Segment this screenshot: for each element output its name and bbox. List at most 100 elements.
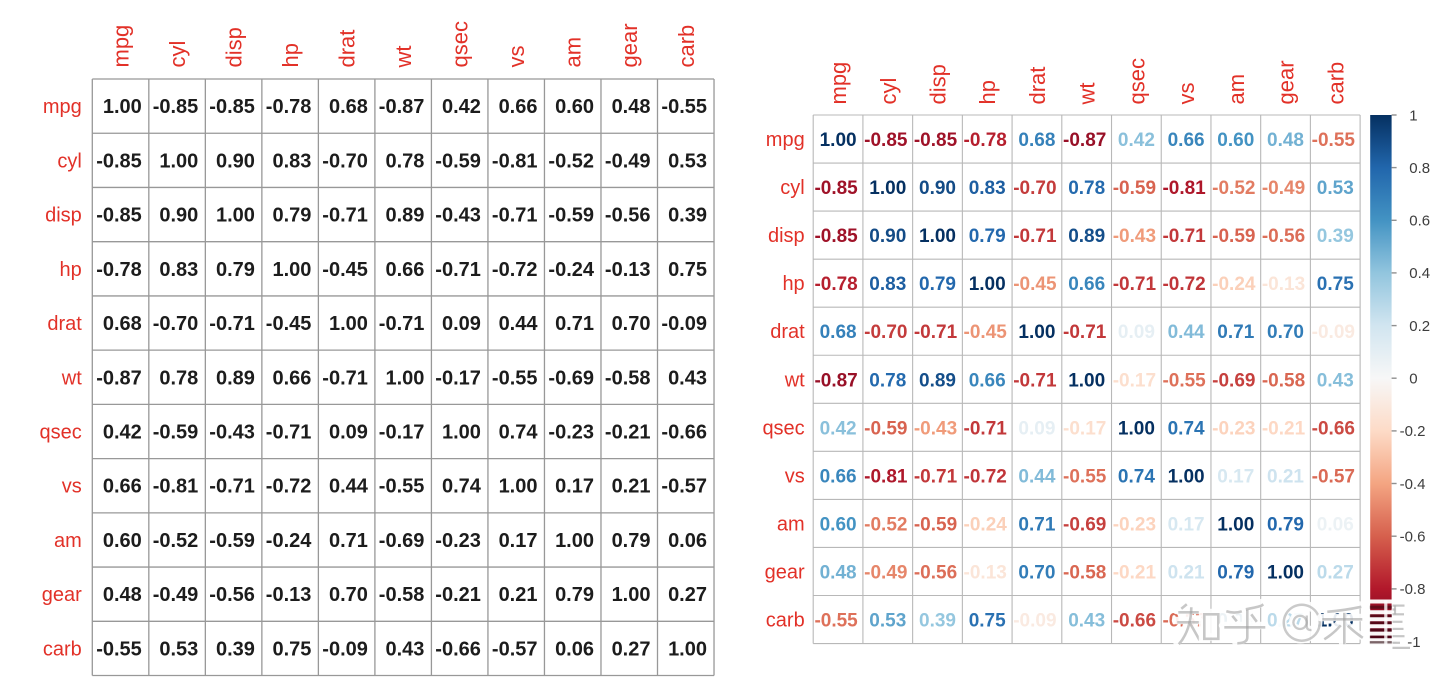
svg-text:1.00: 1.00: [555, 530, 594, 552]
svg-text:-0.56: -0.56: [1262, 226, 1305, 247]
svg-text:-0.72: -0.72: [266, 476, 312, 498]
svg-text:0.53: 0.53: [1317, 178, 1354, 199]
svg-text:0.09: 0.09: [329, 422, 368, 444]
svg-text:hp: hp: [60, 259, 82, 281]
svg-text:-0.57: -0.57: [1312, 466, 1355, 487]
svg-text:-0.66: -0.66: [1312, 418, 1355, 439]
svg-text:0.39: 0.39: [1317, 226, 1354, 247]
svg-text:am: am: [561, 37, 586, 68]
svg-text:1.00: 1.00: [159, 150, 198, 172]
svg-text:-0.21: -0.21: [435, 584, 481, 606]
svg-text:-0.71: -0.71: [435, 259, 481, 281]
svg-text:-0.55: -0.55: [1312, 130, 1356, 151]
svg-text:vs: vs: [62, 476, 82, 498]
svg-text:qsec: qsec: [40, 422, 82, 444]
svg-text:0.75: 0.75: [272, 638, 311, 660]
svg-text:-0.23: -0.23: [1212, 418, 1255, 439]
svg-text:0.48: 0.48: [820, 563, 857, 584]
svg-text:-0.17: -0.17: [1113, 370, 1156, 391]
svg-text:1.00: 1.00: [442, 422, 481, 444]
svg-text:0.44: 0.44: [1168, 322, 1205, 343]
svg-text:-0.58: -0.58: [605, 367, 651, 389]
svg-text:hp: hp: [782, 273, 804, 295]
svg-text:0.43: 0.43: [668, 367, 707, 389]
svg-text:1.00: 1.00: [272, 259, 311, 281]
svg-text:1: 1: [1409, 107, 1417, 124]
svg-text:1.00: 1.00: [820, 130, 857, 151]
svg-text:-0.56: -0.56: [605, 205, 651, 227]
svg-text:-0.71: -0.71: [1013, 370, 1057, 391]
svg-text:0.21: 0.21: [1168, 563, 1205, 584]
svg-text:-0.09: -0.09: [661, 313, 707, 335]
svg-text:-0.09: -0.09: [1312, 322, 1355, 343]
svg-text:vs: vs: [504, 46, 529, 68]
svg-text:0.89: 0.89: [919, 370, 956, 391]
svg-text:-0.45: -0.45: [266, 313, 312, 335]
svg-text:cyl: cyl: [780, 177, 804, 199]
svg-text:-0.56: -0.56: [209, 584, 255, 606]
svg-text:-0.45: -0.45: [964, 322, 1008, 343]
svg-text:0.48: 0.48: [612, 96, 651, 118]
svg-text:0.27: 0.27: [612, 638, 651, 660]
svg-text:0.53: 0.53: [159, 638, 198, 660]
svg-text:-1: -1: [1407, 634, 1420, 651]
svg-text:-0.55: -0.55: [492, 367, 538, 389]
svg-text:mpg: mpg: [826, 62, 851, 105]
svg-text:0.90: 0.90: [216, 150, 255, 172]
svg-text:-0.69: -0.69: [1212, 370, 1255, 391]
svg-text:0.42: 0.42: [442, 96, 481, 118]
svg-text:-0.43: -0.43: [1113, 226, 1156, 247]
svg-text:-0.13: -0.13: [964, 563, 1007, 584]
svg-text:-0.59: -0.59: [153, 422, 199, 444]
svg-text:-0.56: -0.56: [914, 563, 957, 584]
svg-text:0.48: 0.48: [1267, 130, 1304, 151]
svg-text:0.71: 0.71: [1217, 322, 1254, 343]
svg-text:-0.13: -0.13: [605, 259, 651, 281]
svg-text:drat: drat: [335, 30, 360, 68]
svg-text:-0.85: -0.85: [914, 130, 958, 151]
svg-text:-0.57: -0.57: [492, 638, 538, 660]
svg-text:-0.71: -0.71: [379, 313, 425, 335]
svg-text:0: 0: [1409, 371, 1417, 388]
svg-text:0.44: 0.44: [1018, 466, 1055, 487]
svg-text:-0.59: -0.59: [435, 150, 481, 172]
svg-text:0.74: 0.74: [1168, 418, 1205, 439]
svg-text:-0.71: -0.71: [914, 466, 958, 487]
svg-text:-0.58: -0.58: [1262, 370, 1305, 391]
svg-text:1.00: 1.00: [1267, 563, 1304, 584]
svg-text:0.75: 0.75: [668, 259, 707, 281]
svg-text:0.66: 0.66: [499, 96, 538, 118]
svg-text:-0.85: -0.85: [96, 150, 142, 172]
svg-text:-0.17: -0.17: [1063, 418, 1106, 439]
svg-text:-0.43: -0.43: [209, 422, 255, 444]
svg-text:1.00: 1.00: [1018, 322, 1055, 343]
svg-text:-0.45: -0.45: [1013, 274, 1057, 295]
svg-text:0.17: 0.17: [1217, 466, 1254, 487]
svg-text:wt: wt: [1075, 83, 1100, 106]
svg-text:-0.71: -0.71: [1113, 274, 1157, 295]
svg-text:0.53: 0.53: [668, 150, 707, 172]
svg-text:-0.85: -0.85: [814, 226, 858, 247]
svg-text:0.66: 0.66: [272, 367, 311, 389]
svg-text:0.79: 0.79: [1267, 514, 1304, 535]
svg-text:-0.52: -0.52: [1212, 178, 1255, 199]
svg-text:0.70: 0.70: [1267, 322, 1304, 343]
svg-text:0.2: 0.2: [1409, 318, 1430, 335]
svg-text:-0.71: -0.71: [209, 313, 255, 335]
svg-text:-0.17: -0.17: [379, 422, 425, 444]
svg-text:-0.71: -0.71: [209, 476, 255, 498]
svg-text:0.39: 0.39: [668, 205, 707, 227]
svg-text:-0.85: -0.85: [864, 130, 908, 151]
svg-text:vs: vs: [785, 465, 805, 487]
svg-text:-0.4: -0.4: [1400, 476, 1426, 493]
svg-text:-0.85: -0.85: [814, 178, 858, 199]
svg-text:0.79: 0.79: [919, 274, 956, 295]
svg-text:1.00: 1.00: [1168, 466, 1205, 487]
svg-text:-0.55: -0.55: [96, 638, 142, 660]
svg-text:-0.72: -0.72: [1162, 274, 1205, 295]
svg-text:-0.55: -0.55: [1063, 466, 1107, 487]
svg-text:-0.71: -0.71: [964, 418, 1008, 439]
svg-text:0.60: 0.60: [103, 530, 142, 552]
svg-text:0.09: 0.09: [1018, 418, 1055, 439]
svg-text:0.42: 0.42: [103, 422, 142, 444]
